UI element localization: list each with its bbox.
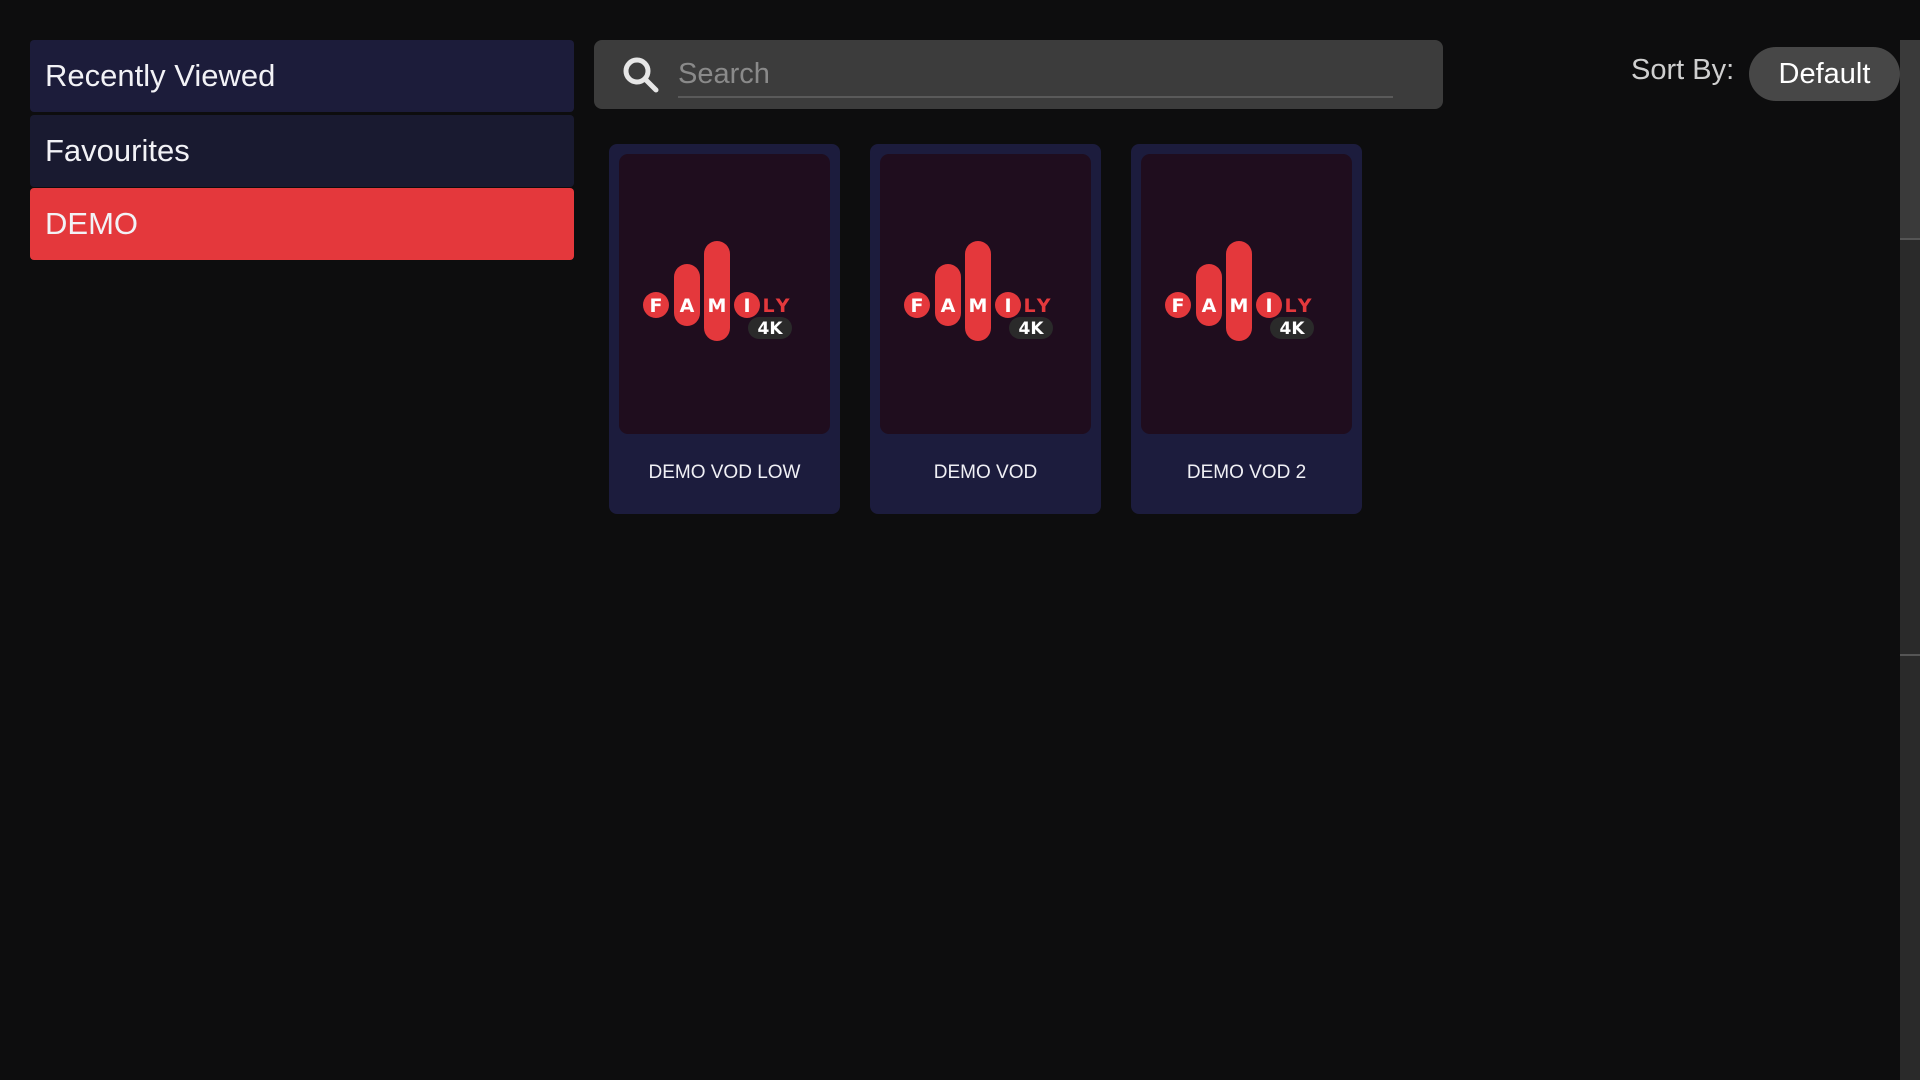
svg-text:F: F <box>1171 295 1184 317</box>
family-4k-logo: 4K F A M I LY <box>1164 241 1315 341</box>
svg-text:I: I <box>1004 295 1011 317</box>
scrollbar[interactable] <box>1900 40 1920 1080</box>
sidebar-item-demo[interactable]: DEMO <box>30 188 574 260</box>
family-4k-logo: 4K F A M I LY <box>903 241 1054 341</box>
vod-poster: 4K F A M I LY <box>619 154 830 434</box>
sort-by-label: Sort By: <box>1631 54 1735 86</box>
sidebar-item-recently-viewed[interactable]: Recently Viewed <box>30 40 574 112</box>
svg-text:F: F <box>910 295 923 317</box>
svg-text:A: A <box>679 295 694 317</box>
svg-text:M: M <box>1229 295 1248 317</box>
vod-poster: 4K F A M I LY <box>880 154 1091 434</box>
svg-text:4K: 4K <box>757 319 783 339</box>
sidebar-item-label: Favourites <box>45 133 190 168</box>
svg-text:I: I <box>743 295 750 317</box>
svg-text:LY: LY <box>1023 295 1054 317</box>
vod-title: DEMO VOD LOW <box>648 462 801 483</box>
sidebar-item-label: DEMO <box>45 206 138 241</box>
sidebar-item-label: Recently Viewed <box>45 58 276 93</box>
sidebar-item-favourites[interactable]: Favourites <box>30 115 574 187</box>
family-4k-logo: 4K F A M I LY <box>642 241 793 341</box>
vod-title: DEMO VOD <box>933 462 1038 483</box>
vod-card[interactable]: 4K F A M I LY DEMO VOD <box>870 144 1101 514</box>
svg-text:4K: 4K <box>1279 319 1305 339</box>
svg-text:4K: 4K <box>1018 319 1044 339</box>
svg-text:I: I <box>1265 295 1272 317</box>
svg-text:M: M <box>707 295 726 317</box>
svg-text:LY: LY <box>762 295 793 317</box>
search-bar <box>594 40 1443 109</box>
svg-text:LY: LY <box>1284 295 1315 317</box>
vod-title: DEMO VOD 2 <box>1186 462 1307 483</box>
search-icon <box>623 57 659 93</box>
sort-dropdown[interactable]: Default <box>1749 47 1900 101</box>
svg-text:F: F <box>649 295 662 317</box>
scrollbar-divider <box>1900 654 1920 656</box>
svg-text:A: A <box>1201 295 1216 317</box>
vod-poster: 4K F A M I LY <box>1141 154 1352 434</box>
vod-card[interactable]: 4K F A M I LY DEMO VOD 2 <box>1131 144 1362 514</box>
scrollbar-thumb[interactable] <box>1900 40 1920 240</box>
vod-card[interactable]: 4K F A M I LY DEMO VOD LOW <box>609 144 840 514</box>
sort-value: Default <box>1778 57 1871 90</box>
svg-text:A: A <box>940 295 955 317</box>
search-input[interactable] <box>678 52 1393 98</box>
svg-text:M: M <box>968 295 987 317</box>
